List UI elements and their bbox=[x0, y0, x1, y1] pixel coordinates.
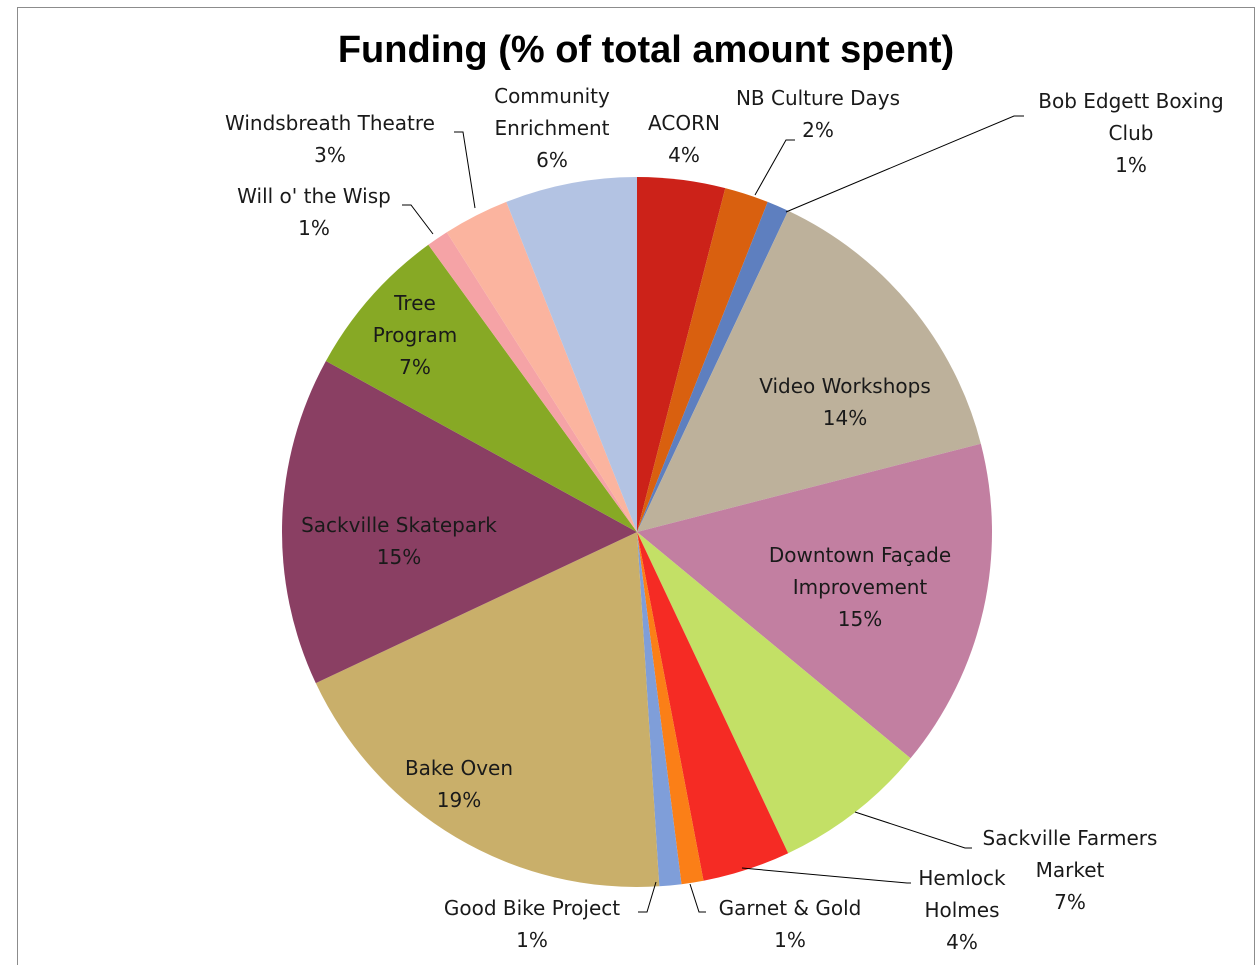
pie-slice-nb-culture-days bbox=[637, 188, 768, 532]
slice-label: Garnet & Gold 1% bbox=[719, 896, 862, 952]
leader-line bbox=[454, 131, 476, 209]
leader-line bbox=[785, 115, 1024, 213]
slice-label: Windsbreath Theatre 3% bbox=[225, 111, 435, 167]
leader-line bbox=[402, 204, 434, 235]
pie-slice-bake-oven bbox=[315, 532, 660, 888]
pie-slice-good-bike-project bbox=[637, 532, 682, 887]
slice-labels: ACORN 4% NB Culture Days 2% Bob Edgett Boxin… bbox=[225, 84, 1224, 954]
slice-label: Downtown Façade Improvement 15% bbox=[769, 543, 951, 631]
pie-slice-sackville-farmers-market bbox=[637, 532, 911, 854]
slice-label: Good Bike Project 1% bbox=[444, 896, 620, 952]
pie-slices bbox=[282, 177, 993, 888]
pie-slice-downtown-fa-ade-improvement bbox=[637, 443, 993, 759]
leader-line bbox=[689, 883, 706, 913]
slice-label: Community Enrichment 6% bbox=[494, 84, 610, 172]
pie-slice-windsbreath-theatre bbox=[446, 201, 637, 532]
slice-label: Bob Edgett Boxing Club 1% bbox=[1038, 89, 1224, 177]
pie-slice-acorn bbox=[637, 177, 726, 532]
leader-line bbox=[638, 881, 657, 913]
leader-line bbox=[741, 867, 911, 884]
chart-title: Funding (% of total amount spent) bbox=[338, 29, 954, 71]
pie-slice-bob-edgett-boxing-club bbox=[637, 201, 789, 532]
pie-slice-garnet-gold bbox=[637, 532, 704, 885]
slice-label: Tree Program 7% bbox=[373, 291, 457, 379]
pie-slice-video-workshops bbox=[637, 210, 981, 533]
slice-label: NB Culture Days 2% bbox=[736, 86, 900, 142]
leader-line bbox=[754, 139, 795, 196]
slice-label: Bake Oven 19% bbox=[405, 756, 513, 812]
slice-label: ACORN 4% bbox=[648, 111, 720, 167]
slice-label: Sackville Farmers Market 7% bbox=[983, 826, 1158, 914]
pie-slice-sackville-skatepark bbox=[282, 360, 637, 684]
slice-label: Sackville Skatepark 15% bbox=[301, 513, 497, 569]
leader-lines bbox=[402, 115, 1024, 913]
pie-slice-will-o-the-wisp bbox=[428, 232, 637, 532]
pie-slice-community-enrichment bbox=[506, 177, 637, 532]
slice-label: Hemlock Holmes 4% bbox=[918, 866, 1006, 954]
leader-line bbox=[854, 811, 972, 849]
slice-label: Will o' the Wisp 1% bbox=[237, 184, 391, 240]
slice-label: Video Workshops 14% bbox=[759, 374, 930, 430]
pie-slice-hemlock-holmes bbox=[637, 532, 789, 881]
pie-slice-tree-program bbox=[325, 244, 637, 533]
